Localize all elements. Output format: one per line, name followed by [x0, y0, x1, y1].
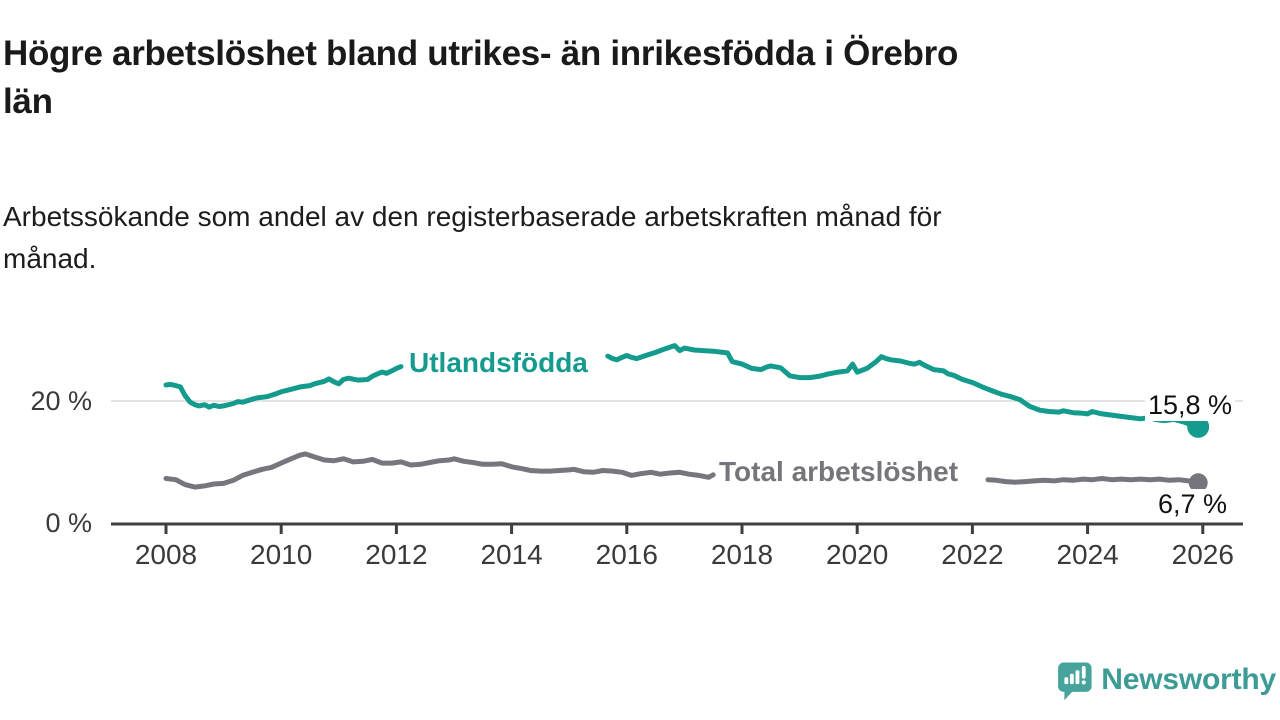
series-label-utlandsfodda: Utlandsfödda [409, 347, 588, 378]
x-tick-label-2026: 2026 [1172, 539, 1234, 570]
end-value-total: 6,7 % [1154, 489, 1230, 520]
bar-2 [1069, 673, 1074, 685]
newsworthy-wordmark: Newsworthy [1101, 663, 1276, 696]
newsworthy-bubble-icon [1058, 662, 1092, 701]
bar-3 [1075, 670, 1080, 685]
page-subtitle-line2: månad. [3, 243, 97, 274]
x-tick-label-2014: 2014 [480, 539, 542, 570]
exclamation-dot [1081, 680, 1086, 685]
page-subtitle-line1: Arbetssökande som andel av den registerb… [3, 201, 942, 232]
page-title-line2: län [3, 82, 53, 121]
y-axis-label-0: 0 % [45, 508, 92, 538]
x-tick-label-2010: 2010 [250, 539, 312, 570]
x-tick-label-2016: 2016 [596, 539, 658, 570]
series-end-dot-0 [1187, 415, 1210, 438]
series-line-0-seg-1 [605, 343, 1201, 430]
page-subtitle: Arbetssökande som andel av den registerb… [3, 196, 1253, 280]
newsworthy-logo: Newsworthy [1056, 650, 1276, 710]
series-end-dot-1 [1188, 473, 1208, 493]
x-tick-label-2020: 2020 [826, 539, 888, 570]
x-tick-label-2022: 2022 [941, 539, 1003, 570]
y-axis-label-20: 20 % [30, 386, 92, 416]
x-tick-label-2008: 2008 [135, 539, 197, 570]
x-tick-label-2024: 2024 [1056, 539, 1118, 570]
bar-1 [1064, 677, 1069, 685]
x-tick-label-2012: 2012 [365, 539, 427, 570]
end-value-utlandsfodda: 15,8 % [1144, 390, 1235, 421]
series-line-1-seg-0 [163, 451, 716, 490]
series-label-total-arbetsloshet: Total arbetslöshet [719, 456, 959, 487]
page-title: Högre arbetslöshet bland utrikes- än inr… [3, 30, 1253, 126]
x-tick-label-2018: 2018 [711, 539, 773, 570]
series-line-0-seg-0 [163, 364, 404, 410]
page-title-line1: Högre arbetslöshet bland utrikes- än inr… [3, 34, 959, 73]
exclamation-bar [1081, 666, 1086, 679]
series-line-1-seg-1 [985, 476, 1201, 486]
